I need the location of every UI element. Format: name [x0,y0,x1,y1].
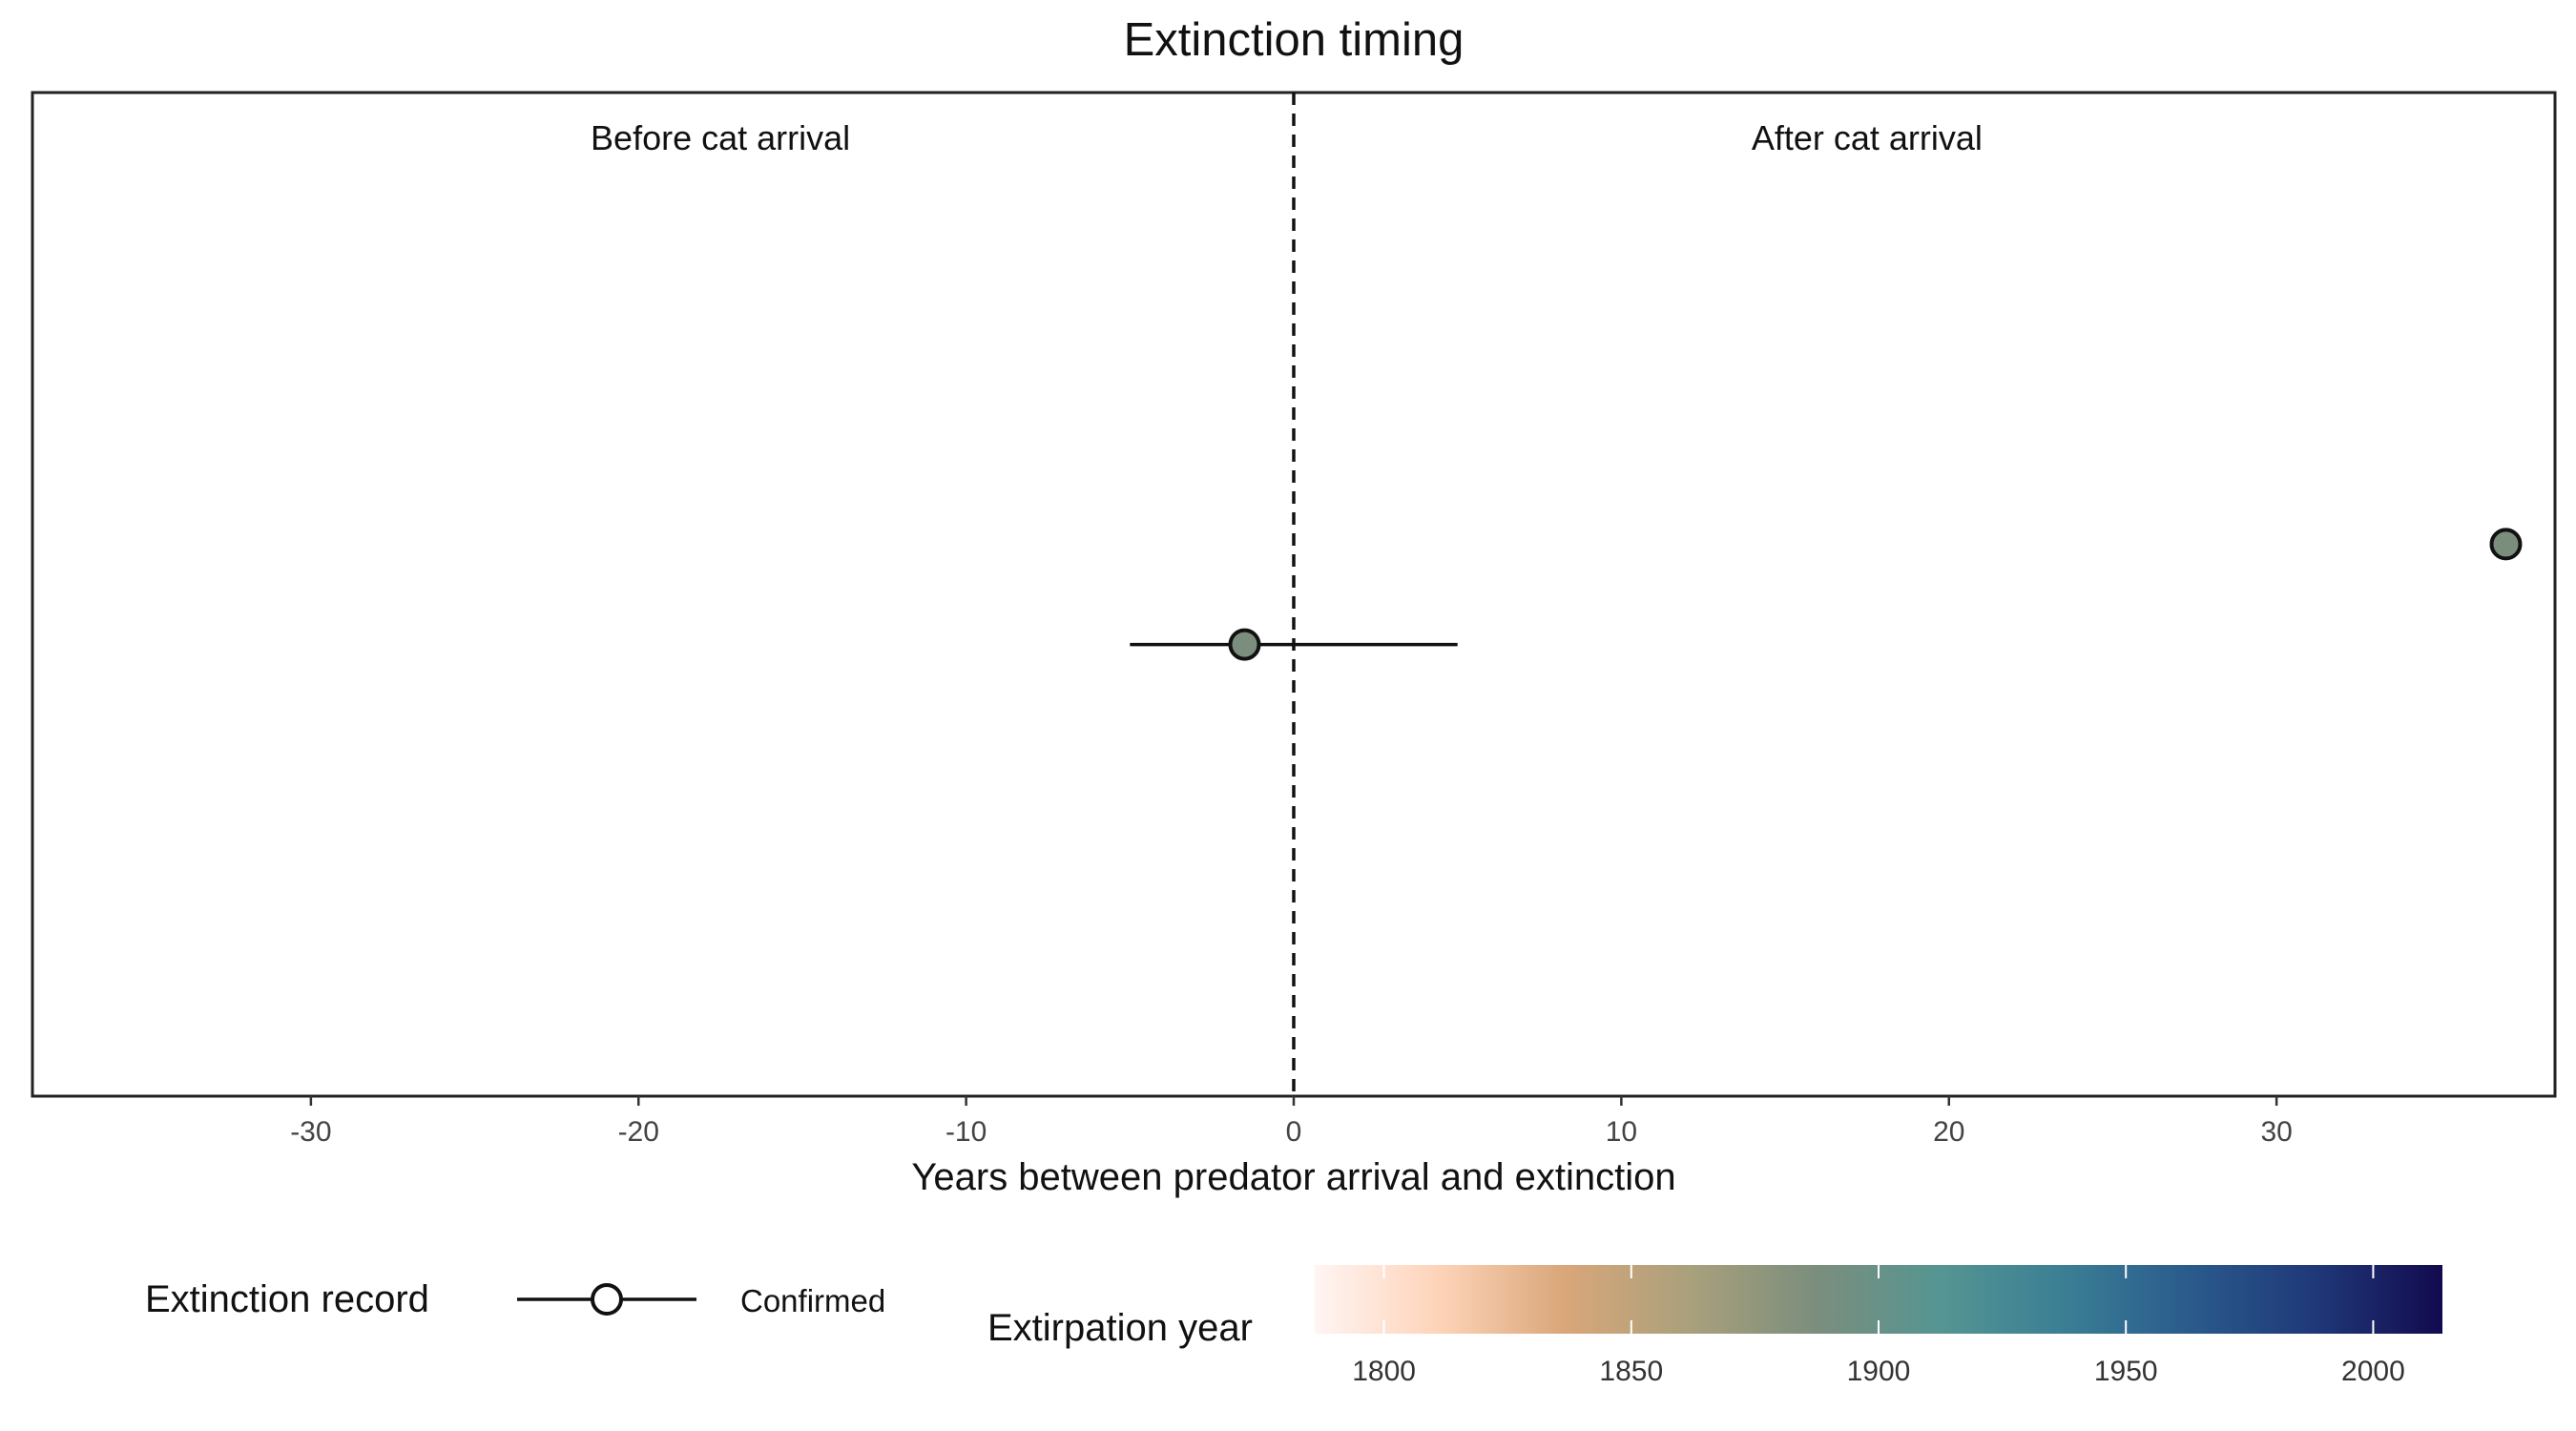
record-legend-circle-key [591,1283,623,1316]
colorbar-tick-label: 2000 [2341,1356,2405,1387]
x-tick-label: -10 [945,1116,987,1148]
colorbar-ticks: 1800 1850 1900 1950 2000 [1352,1265,2405,1387]
x-tick-label: 0 [1286,1116,1302,1148]
region-label: Before cat arrival [591,118,850,157]
x-tick-label: -30 [290,1116,331,1148]
record-legend: Extinction record Confirmed [145,1278,885,1320]
colorbar-tick-label: 1850 [1599,1356,1663,1387]
x-tick-label: 20 [1933,1116,1964,1148]
colorbar-tick-label: 1900 [1847,1356,1911,1387]
colorbar-tick-label: 1800 [1352,1356,1416,1387]
data-point [1228,628,1261,661]
data-point [2489,528,2523,561]
plot-layer: Before cat arrival After cat arrival [591,93,2523,1096]
colorbar-tick-label: 1950 [2094,1356,2158,1387]
record-legend-title: Extinction record [145,1278,429,1320]
x-tick-label: 10 [1606,1116,1637,1148]
record-legend-item-confirmed: Confirmed [740,1283,885,1318]
x-axis: -30 -20 -10 0 10 20 30 [290,1096,2293,1148]
chart-title: Extinction timing [1124,14,1465,66]
region-label: After cat arrival [1752,118,1983,157]
x-axis-label: Years between predator arrival and extin… [911,1156,1675,1198]
color-legend: Extirpation year 1800 1850 1900 1950 2000 [987,1265,2442,1387]
color-legend-title: Extirpation year [987,1307,1253,1349]
x-tick-label: -20 [618,1116,659,1148]
x-tick-label: 30 [2260,1116,2292,1148]
